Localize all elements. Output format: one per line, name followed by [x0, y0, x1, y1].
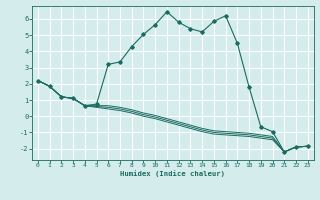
X-axis label: Humidex (Indice chaleur): Humidex (Indice chaleur) — [120, 170, 225, 177]
